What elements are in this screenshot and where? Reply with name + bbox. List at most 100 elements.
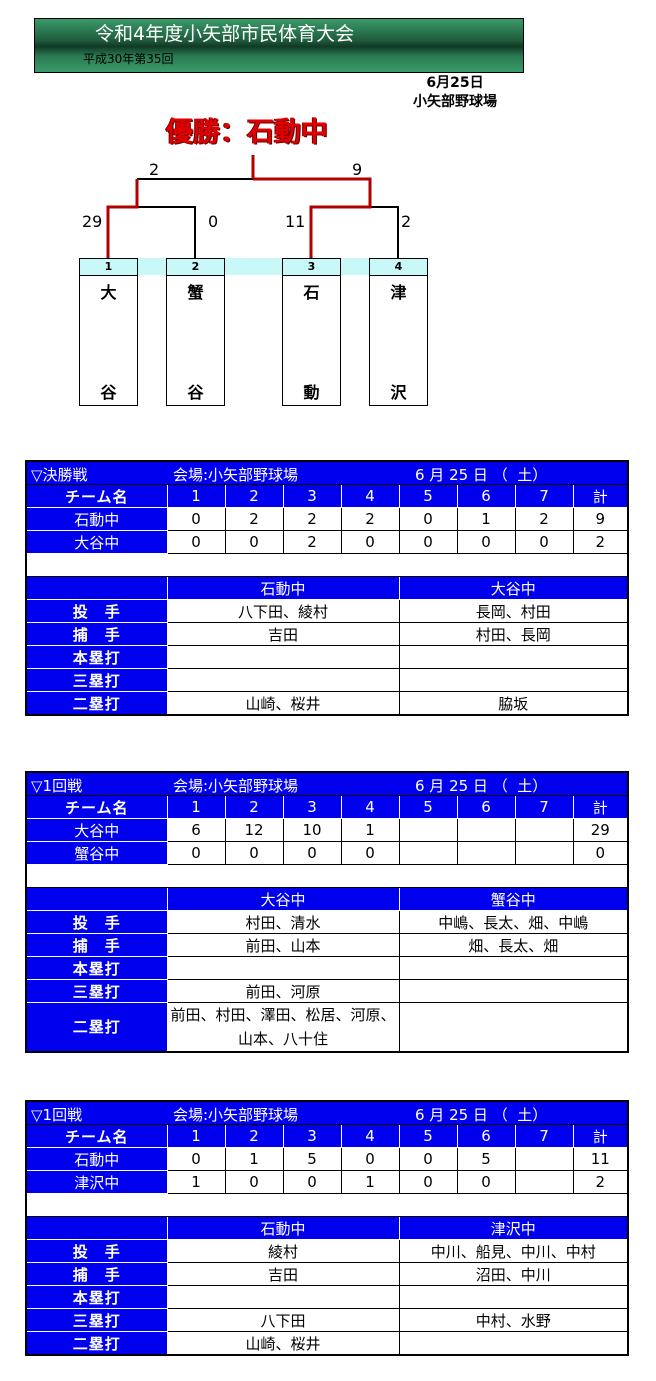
header-cell: 2 xyxy=(224,484,284,508)
line-score-row: 津沢中 1 0 0 1 0 0 2 xyxy=(25,1170,629,1194)
stat-label: 三塁打 xyxy=(25,668,168,692)
stat-row: 投 手 村田、清水 中嶋、長太、畑、中嶋 xyxy=(25,910,629,934)
event-date: 6月25日 xyxy=(426,75,484,91)
stat-value xyxy=(166,1285,400,1309)
game-table: ▽1回戦 会場:小矢部野球場 6 月 25 日 （ 土） チーム名 1 2 3 4 5 6 7 計… xyxy=(25,1100,630,1356)
inning-score: 6 xyxy=(166,818,226,842)
stat-value: 綾村 xyxy=(166,1239,400,1263)
game-title-row: ▽1回戦 会場:小矢部野球場 6 月 25 日 （ 土） xyxy=(25,1100,629,1125)
stat-value xyxy=(398,645,629,669)
inning-score: 0 xyxy=(398,530,458,554)
header-cell: 6 xyxy=(456,795,516,819)
inning-score: 11 xyxy=(572,1147,629,1171)
stat-value: 畑、長太、畑 xyxy=(398,933,629,957)
stat-row: 二塁打 山崎、桜井 xyxy=(25,1331,629,1356)
stat-value xyxy=(166,645,400,669)
header-cell: 2 xyxy=(224,795,284,819)
stat-label: 投 手 xyxy=(25,599,168,623)
blank-header xyxy=(25,887,168,911)
inning-score xyxy=(514,841,574,865)
seed-number: 4 xyxy=(370,259,427,276)
stat-value: 脇坂 xyxy=(398,691,629,716)
inning-score: 2 xyxy=(224,507,284,531)
venue-label: 会場:小矢部野球場 xyxy=(173,466,299,484)
stat-value: 村田、清水 xyxy=(166,910,400,934)
page-title: 令和4年度小矢部市民体育大会 xyxy=(95,23,355,45)
spacer-row xyxy=(26,1193,629,1217)
header-cell: 7 xyxy=(514,484,574,508)
header-cell: チーム名 xyxy=(25,795,168,819)
stat-label: 二塁打 xyxy=(25,1331,168,1356)
stat-value: 沼田、中川 xyxy=(398,1262,629,1286)
stat-label: 捕 手 xyxy=(25,622,168,646)
inning-score: 0 xyxy=(282,841,342,865)
inning-score: 10 xyxy=(282,818,342,842)
team-name-top: 津 xyxy=(390,283,407,302)
game-table: ▽1回戦 会場:小矢部野球場 6 月 25 日 （ 土） チーム名 1 2 3 4 5 6 7 計… xyxy=(25,771,630,1053)
inning-score: 0 xyxy=(572,841,629,865)
stat-value xyxy=(398,668,629,692)
stat-value: 村田、長岡 xyxy=(398,622,629,646)
stat-row: 三塁打 前田、河原 xyxy=(25,979,629,1003)
inning-score: 1 xyxy=(456,507,516,531)
inning-score: 0 xyxy=(224,841,284,865)
header-cell: 計 xyxy=(572,1124,629,1148)
overlay-text: 平成30年第35回 xyxy=(83,52,174,66)
spacer-row xyxy=(26,553,629,577)
title-banner: 令和4年度小矢部市民体育大会 平成30年第35回 xyxy=(34,18,524,73)
score-team3: 11 xyxy=(285,212,306,231)
header-cell: 1 xyxy=(166,795,226,819)
team-name-bottom: 動 xyxy=(303,383,320,402)
score-team4: 2 xyxy=(401,212,412,231)
venue-label: 会場:小矢部野球場 xyxy=(173,1106,299,1124)
inning-score xyxy=(514,1170,574,1194)
team-name-bottom: 谷 xyxy=(100,383,117,402)
stat-row: 三塁打 八下田 中村、水野 xyxy=(25,1308,629,1332)
team-name-bottom: 沢 xyxy=(390,383,407,402)
seed-number: 3 xyxy=(283,259,340,276)
inning-score: 2 xyxy=(572,530,629,554)
inning-score: 5 xyxy=(456,1147,516,1171)
header-cell: 7 xyxy=(514,795,574,819)
stat-value: 吉田 xyxy=(166,1262,400,1286)
inning-score: 0 xyxy=(340,530,400,554)
header-cell: 1 xyxy=(166,484,226,508)
header-cell: チーム名 xyxy=(25,1124,168,1148)
stat-value: 前田、山本 xyxy=(166,933,400,957)
stat-value: 八下田 xyxy=(166,1308,400,1332)
stat-label: 捕 手 xyxy=(25,933,168,957)
game-title-row: ▽1回戦 会場:小矢部野球場 6 月 25 日 （ 土） xyxy=(25,771,629,796)
inning-score: 0 xyxy=(166,530,226,554)
blank-header xyxy=(25,576,168,600)
inning-score xyxy=(456,818,516,842)
stat-label: 三塁打 xyxy=(25,979,168,1003)
score-team2: 0 xyxy=(208,212,219,231)
seed-number: 2 xyxy=(167,259,224,276)
date-label: 6 月 25 日 （ 土） xyxy=(415,777,548,795)
team-name: 石動中 xyxy=(25,1147,168,1171)
stat-value: 長岡、村田 xyxy=(398,599,629,623)
header-cell: 5 xyxy=(398,1124,458,1148)
line-score-row: 石動中 0 2 2 2 0 1 2 9 xyxy=(25,507,629,531)
team-box: 4 津 沢 xyxy=(369,258,428,406)
team-box: 1 大 谷 xyxy=(79,258,138,406)
stat-row: 本塁打 xyxy=(25,645,629,669)
inning-score: 0 xyxy=(224,1170,284,1194)
header-cell: 6 xyxy=(456,1124,516,1148)
event-venue: 小矢部野球場 xyxy=(413,94,497,110)
stat-label: 本塁打 xyxy=(25,956,168,980)
bracket-win-team1 xyxy=(106,179,139,258)
stat-value xyxy=(398,979,629,1003)
round-label: ▽1回戦 xyxy=(31,1106,83,1124)
line-score-row: 大谷中 0 0 2 0 0 0 0 2 xyxy=(25,530,629,554)
stat-label: 投 手 xyxy=(25,1239,168,1263)
inning-score: 1 xyxy=(340,818,400,842)
team-name-bottom: 谷 xyxy=(187,383,204,402)
team-header: 大谷中 xyxy=(398,576,629,600)
score-final-left: 2 xyxy=(149,160,160,179)
team-header: 大谷中 xyxy=(166,887,400,911)
venue-label: 会場:小矢部野球場 xyxy=(173,777,299,795)
team-name-top: 石 xyxy=(303,283,320,302)
header-cell: 3 xyxy=(282,795,342,819)
inning-score xyxy=(398,818,458,842)
